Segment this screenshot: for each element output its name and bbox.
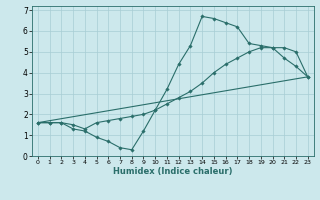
X-axis label: Humidex (Indice chaleur): Humidex (Indice chaleur)	[113, 167, 233, 176]
